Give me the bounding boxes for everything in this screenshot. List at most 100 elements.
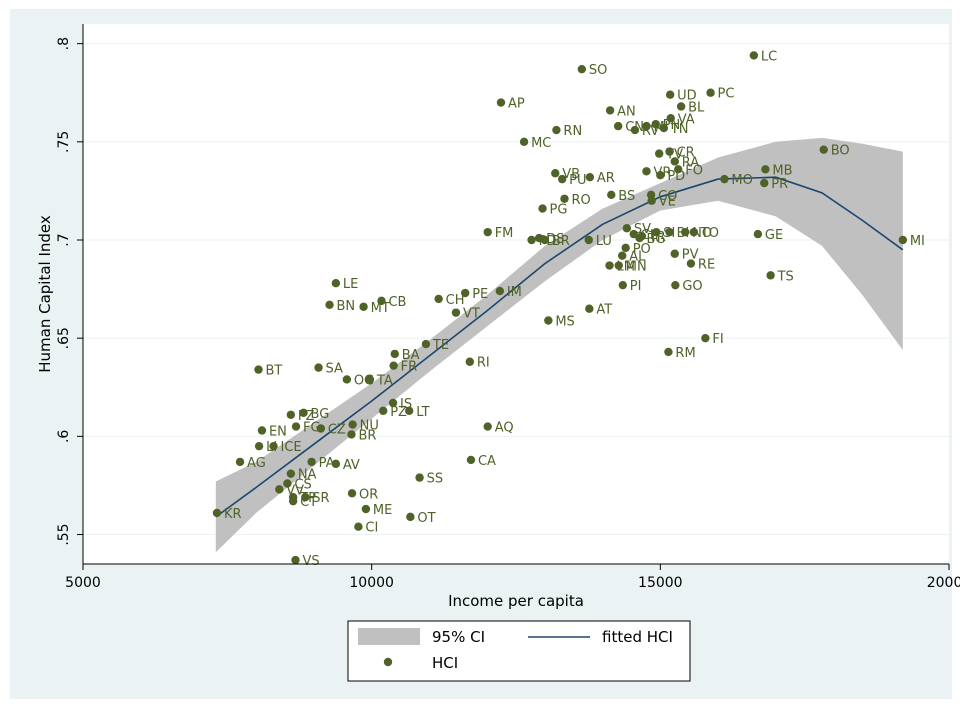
data-point: [389, 361, 398, 370]
data-point: [551, 169, 560, 178]
point-label: PA: [319, 456, 335, 471]
point-label: BG: [647, 232, 666, 247]
point-label: BR: [358, 428, 376, 443]
y-tick-label: .55: [56, 523, 72, 545]
point-label: SS: [427, 472, 444, 487]
point-label: CH: [446, 293, 465, 308]
data-point: [622, 224, 632, 233]
data-point: [557, 174, 567, 184]
point-label: BG: [311, 407, 330, 422]
legend-ci-label: 95% CI: [432, 628, 485, 646]
data-point: [540, 235, 550, 245]
point-label: IM: [507, 285, 522, 300]
point-label: PV: [682, 248, 699, 263]
data-point: [706, 88, 715, 97]
data-point: [365, 375, 375, 384]
data-point: [680, 227, 690, 237]
point-label: AG: [247, 456, 266, 471]
data-point: [652, 227, 661, 237]
y-tick-label: .6: [56, 430, 72, 443]
data-point: [635, 233, 644, 243]
data-point: [348, 420, 357, 429]
point-label: PE: [472, 287, 488, 302]
y-tick-label: .75: [56, 131, 72, 153]
fit-line: [215, 176, 904, 518]
data-point: [605, 261, 614, 270]
point-label: EN: [269, 424, 287, 439]
data-point: [288, 496, 298, 506]
data-point: [613, 121, 623, 131]
data-point: [642, 167, 651, 176]
point-label: BA: [402, 348, 420, 363]
point-label: SO: [589, 63, 607, 78]
point-label: LE: [343, 277, 358, 292]
data-point: [665, 90, 675, 99]
fit-line-layer: [215, 176, 904, 518]
point-label: TN: [670, 122, 689, 137]
point-label: CA: [478, 454, 496, 469]
data-point: [496, 98, 506, 107]
data-point: [269, 441, 278, 451]
point-label: PO: [633, 242, 651, 257]
data-point: [275, 485, 284, 494]
legend: 95% CI fitted HCI HCI: [347, 620, 691, 682]
y-axis-title: Human Capital Index: [36, 215, 54, 373]
data-point: [819, 145, 828, 154]
point-label: RI: [477, 356, 490, 371]
point-label: AR: [597, 171, 615, 186]
data-point: [753, 229, 763, 239]
data-point: [291, 555, 300, 565]
data-point: [689, 227, 699, 237]
point-label: BO: [831, 144, 850, 159]
data-point: [257, 426, 267, 435]
data-point: [656, 171, 665, 180]
point-label: LC: [761, 49, 777, 64]
data-point: [483, 422, 492, 431]
data-point: [614, 261, 623, 270]
point-label: VB: [562, 167, 580, 182]
point-label: CS: [294, 477, 311, 492]
data-point: [342, 375, 352, 384]
point-label: FO: [685, 163, 703, 178]
point-label: TA: [376, 373, 393, 388]
x-tick-label: 10000: [349, 575, 394, 591]
point-label: KR: [224, 507, 242, 522]
point-label: TO: [700, 226, 719, 241]
point-label: ME: [373, 503, 392, 518]
data-point: [212, 508, 222, 518]
point-label: NU: [360, 419, 379, 434]
data-point: [659, 123, 668, 133]
data-point: [301, 493, 310, 502]
point-label: FM: [495, 226, 514, 241]
data-point: [665, 147, 674, 156]
data-point: [359, 302, 368, 311]
data-point: [291, 422, 301, 431]
data-point: [331, 279, 341, 288]
data-point: [618, 251, 627, 260]
point-label: RO: [571, 193, 590, 208]
data-point: [651, 119, 660, 129]
point-label: SV: [634, 222, 651, 237]
point-label: AQ: [495, 421, 514, 436]
data-point: [483, 227, 492, 237]
data-point: [415, 473, 424, 482]
data-point: [354, 522, 363, 531]
point-label: VS: [302, 554, 319, 569]
data-point: [495, 286, 505, 296]
data-point: [299, 408, 308, 417]
point-label: OR: [359, 487, 378, 502]
point-label: BR: [552, 234, 570, 249]
point-label: BS: [618, 189, 635, 204]
data-point: [421, 339, 431, 349]
data-point: [749, 51, 759, 60]
point-label: PI: [630, 279, 642, 294]
data-point: [552, 125, 561, 135]
point-label: PD: [667, 169, 685, 184]
point-label: UD: [677, 89, 697, 104]
point-label: AP: [508, 97, 525, 112]
point-label: MN: [626, 260, 647, 275]
data-point: [235, 457, 245, 467]
data-point: [607, 190, 616, 200]
